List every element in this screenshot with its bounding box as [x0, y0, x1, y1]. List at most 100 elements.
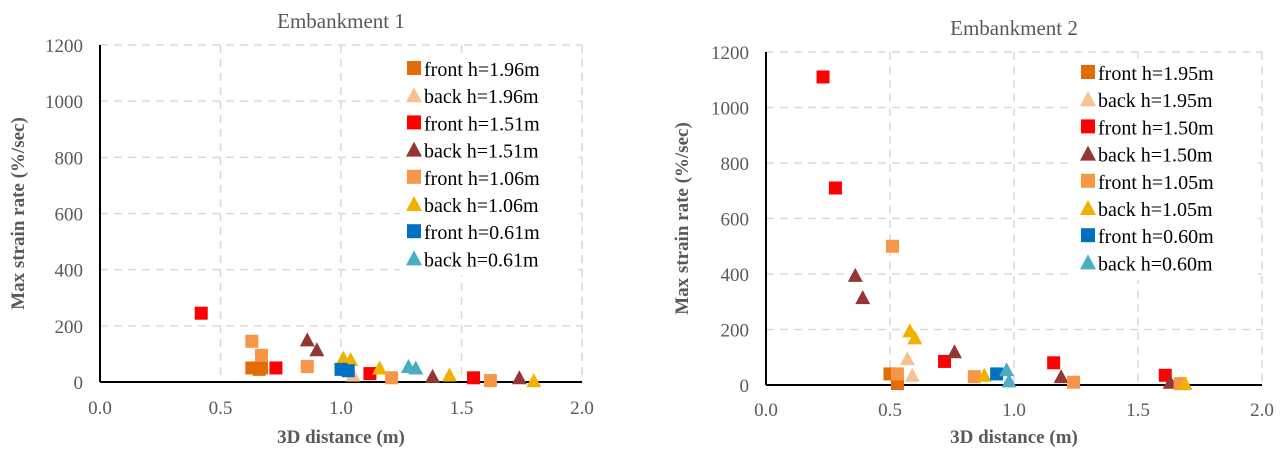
legend-label: front h=1.51m — [424, 113, 540, 135]
data-point — [899, 351, 915, 366]
legend-marker — [406, 196, 422, 211]
chart-1-x-tick-label: 0.0 — [88, 398, 112, 419]
chart-1-x-tick-label: 1.0 — [329, 398, 353, 419]
data-point — [1047, 356, 1061, 370]
data-point — [341, 364, 355, 378]
chart-2-series-8 — [999, 362, 1017, 388]
chart-2-y-tick-label: 600 — [721, 210, 750, 231]
chart-2-y-tick-label: 1000 — [711, 99, 749, 120]
chart-1-y-tick-label: 1200 — [45, 36, 83, 57]
data-point — [946, 344, 962, 359]
legend-marker — [1080, 91, 1096, 107]
chart-1-x-tick-label: 0.5 — [209, 398, 233, 419]
legend-label: front h=1.05m — [1098, 172, 1214, 194]
legend-marker — [407, 115, 421, 130]
legend-label: back h=1.96m — [424, 86, 539, 108]
data-point — [828, 181, 842, 195]
chart-1-series-1 — [245, 361, 268, 376]
chart-2-title: Embankment 2 — [950, 16, 1078, 40]
chart-2-y-axis-label: Max strain rate (%/sec) — [672, 122, 693, 315]
legend-label: front h=0.61m — [424, 222, 540, 244]
data-point — [408, 360, 424, 375]
data-point — [252, 362, 266, 376]
legend-marker — [406, 87, 422, 103]
legend-label: back h=1.50m — [1098, 145, 1213, 167]
data-point — [1067, 375, 1081, 389]
data-point — [976, 367, 992, 382]
chart-2-legend: front h=1.95m back h=1.95m front h=1.50m ba… — [1074, 58, 1258, 280]
data-point — [467, 371, 481, 385]
chart-1-series-6 — [335, 350, 542, 388]
legend-label: front h=0.60m — [1098, 226, 1214, 248]
data-point — [254, 348, 268, 362]
legend-label: back h=1.05m — [1098, 199, 1213, 221]
data-point — [363, 367, 377, 381]
legend-background — [400, 54, 578, 276]
chart-2-x-tick-label: 1.0 — [1002, 400, 1026, 421]
chart-2-y-tick-label: 0 — [740, 376, 750, 397]
chart-2-x-tick-label: 0.5 — [878, 400, 902, 421]
chart-2-y-tick-label: 800 — [721, 154, 750, 175]
data-point — [999, 362, 1015, 377]
data-point — [907, 330, 923, 345]
data-point — [967, 370, 981, 384]
chart-1-x-tick-label: 1.5 — [450, 398, 474, 419]
chart-1-y-tick-label: 1000 — [45, 92, 83, 113]
chart-1-series-3 — [194, 306, 481, 385]
chart-embankment-2: Embankment 2 0 200 400 600 800 1000 1200 0.0 0.5 1… — [672, 16, 1274, 448]
data-point — [372, 360, 388, 375]
data-point — [890, 367, 904, 381]
chart-2-x-axis-label: 3D distance (m) — [950, 427, 1078, 448]
legend-label: front h=1.50m — [1098, 117, 1214, 139]
data-point — [343, 352, 359, 367]
legend-marker — [1081, 228, 1095, 243]
data-point — [441, 367, 457, 382]
data-point — [511, 370, 527, 385]
legend-marker — [1080, 145, 1096, 161]
chart-2-x-tick-label: 1.5 — [1126, 400, 1150, 421]
data-point — [309, 342, 325, 357]
chart-2-series-7 — [990, 367, 1004, 381]
legend-marker — [1081, 119, 1095, 134]
chart-embankment-1: Embankment 1 0 200 400 600 800 1000 1200 0.0 0.5 1… — [8, 9, 594, 448]
chart-2-series-4 — [847, 267, 1178, 389]
legend-marker — [407, 169, 421, 184]
chart-1-series-7 — [334, 362, 355, 378]
chart-2-series-6 — [902, 323, 1193, 391]
chart-1-series-8 — [400, 359, 424, 375]
chart-2-y-tick-label: 1200 — [711, 43, 749, 64]
legend-marker — [407, 61, 421, 75]
chart-1-series-4 — [299, 332, 527, 385]
legend-label: back h=1.95m — [1098, 90, 1213, 112]
data-point — [855, 290, 871, 305]
data-point — [385, 371, 399, 385]
data-point — [1053, 369, 1069, 384]
data-point — [526, 373, 542, 388]
legend-background — [1074, 58, 1258, 280]
legend-marker — [1081, 65, 1095, 79]
data-point — [299, 332, 315, 347]
legend-marker — [406, 141, 422, 157]
data-point — [425, 368, 441, 383]
chart-1-legend: front h=1.96m back h=1.96m front h=1.51m ba… — [400, 54, 578, 276]
legend-marker — [1080, 200, 1096, 215]
legend-marker — [407, 224, 421, 239]
data-point — [847, 267, 863, 282]
chart-1-y-tick-label: 200 — [55, 317, 84, 338]
chart-1-series-5 — [245, 334, 497, 388]
legend-marker — [1081, 173, 1095, 188]
chart-2-y-tick-label: 400 — [721, 265, 750, 286]
legend-label: back h=1.06m — [424, 195, 539, 217]
chart-1-x-tick-label: 2.0 — [570, 398, 594, 419]
chart-1-y-tick-label: 800 — [55, 148, 84, 169]
legend-label: front h=1.96m — [424, 59, 540, 81]
legend-label: back h=1.51m — [424, 141, 539, 163]
chart-1-y-tick-label: 400 — [55, 261, 84, 282]
data-point — [816, 70, 830, 84]
chart-2-x-tick-label: 0.0 — [754, 400, 778, 421]
data-point — [269, 361, 283, 375]
data-point — [885, 239, 899, 253]
data-point — [245, 334, 259, 348]
chart-2-y-tick-label: 200 — [721, 321, 750, 342]
